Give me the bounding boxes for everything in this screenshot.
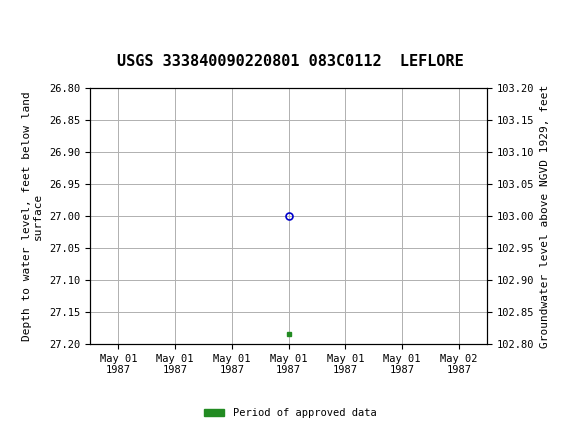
Legend: Period of approved data: Period of approved data	[200, 404, 380, 423]
Y-axis label: Groundwater level above NGVD 1929, feet: Groundwater level above NGVD 1929, feet	[540, 84, 550, 348]
Text: USGS: USGS	[44, 10, 87, 28]
Y-axis label: Depth to water level, feet below land
surface: Depth to water level, feet below land su…	[22, 91, 44, 341]
Text: ☒: ☒	[9, 9, 28, 29]
Text: USGS 333840090220801 083C0112  LEFLORE: USGS 333840090220801 083C0112 LEFLORE	[117, 54, 463, 69]
